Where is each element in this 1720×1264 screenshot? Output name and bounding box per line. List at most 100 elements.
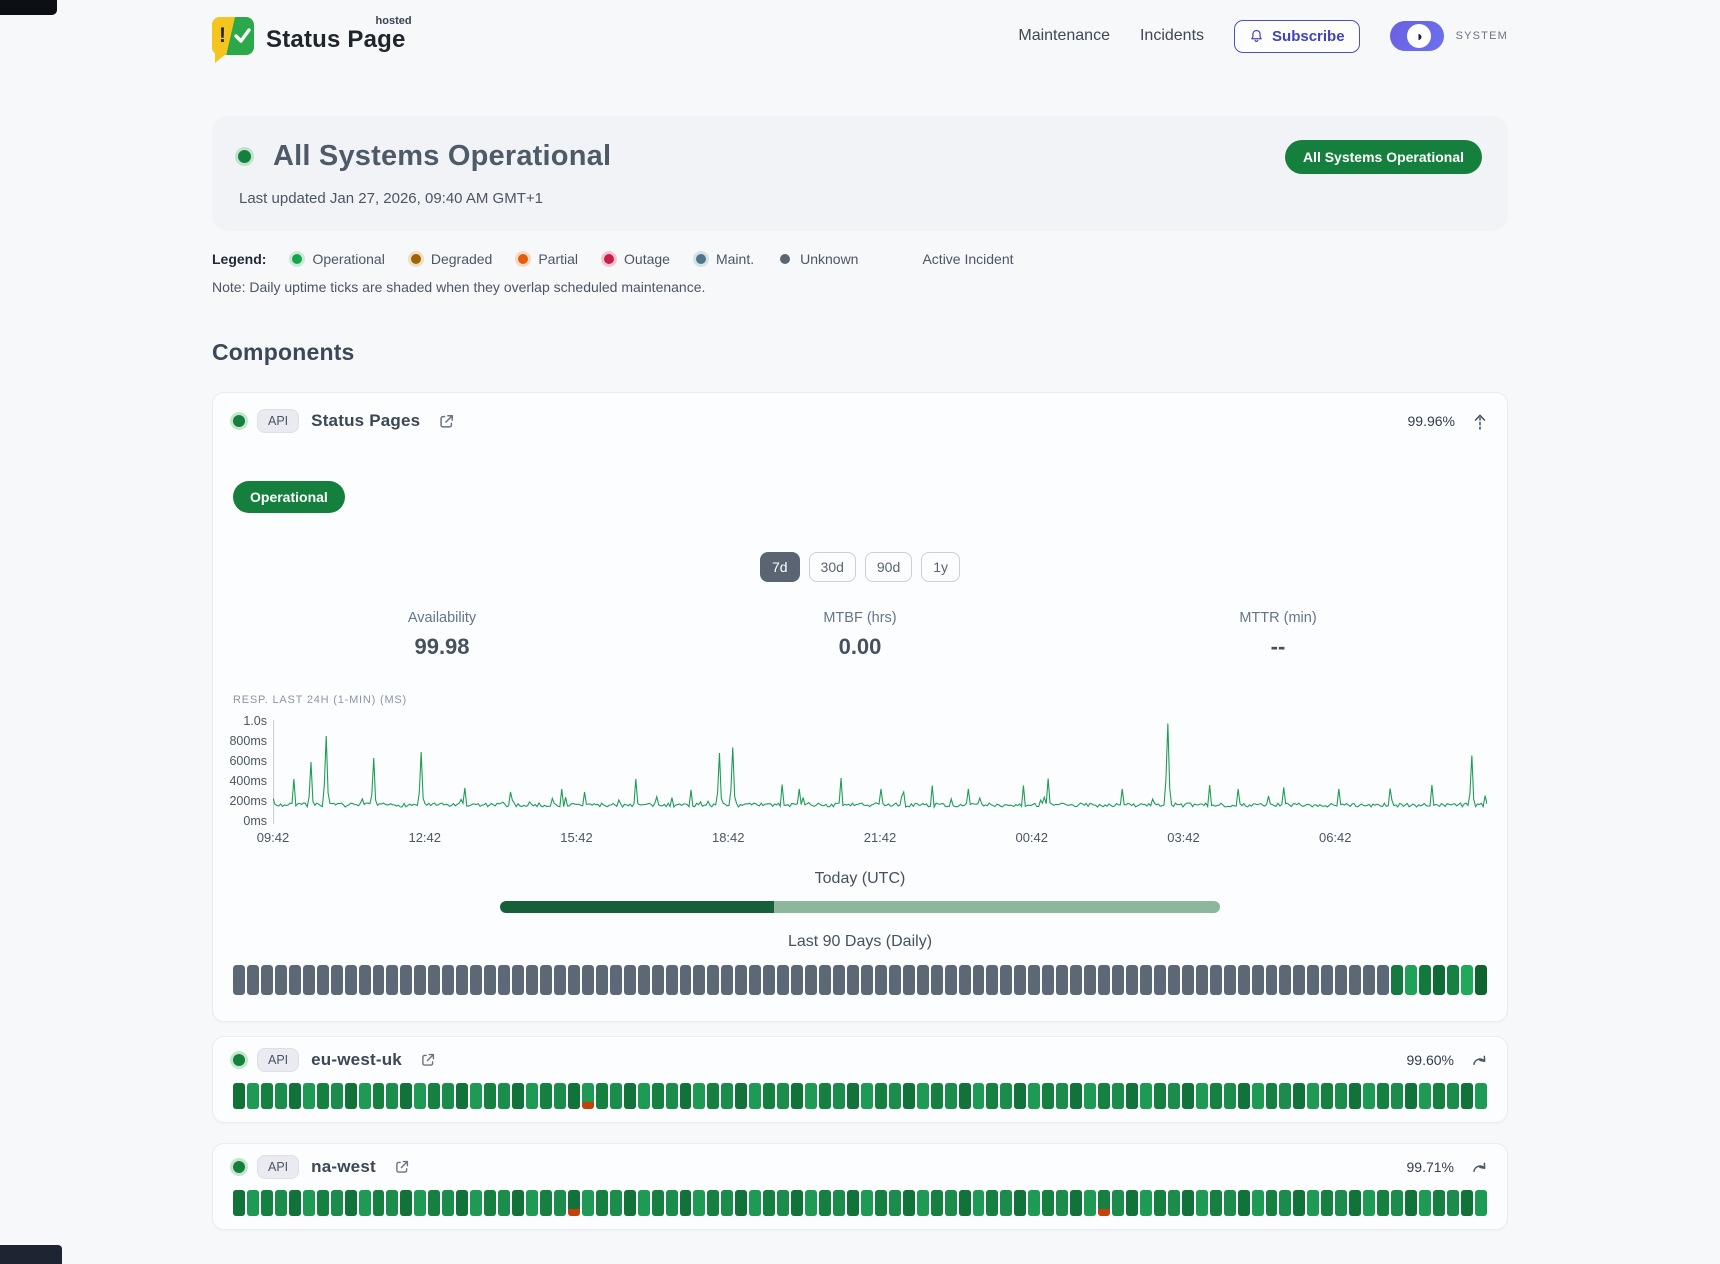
uptime-tick[interactable] xyxy=(428,965,441,995)
uptime-tick[interactable] xyxy=(1349,1083,1362,1109)
uptime-tick[interactable] xyxy=(1070,1190,1083,1216)
uptime-tick[interactable] xyxy=(623,1083,636,1109)
uptime-tick[interactable] xyxy=(1237,965,1250,995)
uptime-tick[interactable] xyxy=(819,965,831,995)
uptime-tick[interactable] xyxy=(1042,1083,1055,1109)
uptime-tick[interactable] xyxy=(1126,965,1138,995)
uptime-tick[interactable] xyxy=(1391,965,1404,995)
uptime-tick[interactable] xyxy=(526,1190,538,1216)
uptime-tick[interactable] xyxy=(1251,1083,1264,1109)
uptime-tick[interactable] xyxy=(386,1190,399,1216)
uptime-tick[interactable] xyxy=(595,1083,608,1109)
uptime-tick[interactable] xyxy=(763,1190,776,1216)
uptime-tick[interactable] xyxy=(470,965,483,995)
uptime-tick[interactable] xyxy=(679,1083,692,1109)
uptime-tick[interactable] xyxy=(665,1083,678,1109)
uptime-tick[interactable] xyxy=(330,1190,343,1216)
nav-link-incidents[interactable]: Incidents xyxy=(1139,27,1205,44)
uptime-tick[interactable] xyxy=(749,965,762,995)
collapse-icon[interactable] xyxy=(1473,413,1487,430)
uptime-tick[interactable] xyxy=(721,1190,734,1216)
uptime-tick[interactable] xyxy=(986,1190,999,1216)
uptime-tick[interactable] xyxy=(707,1190,720,1216)
uptime-tick[interactable] xyxy=(1195,1083,1208,1109)
uptime-tick[interactable] xyxy=(735,965,748,995)
uptime-tick[interactable] xyxy=(288,1083,301,1109)
uptime-tick[interactable] xyxy=(1167,1190,1180,1216)
uptime-tick[interactable] xyxy=(1112,1190,1124,1216)
uptime-tick[interactable] xyxy=(1042,1190,1055,1216)
uptime-tick[interactable] xyxy=(860,1190,873,1216)
uptime-tick[interactable] xyxy=(1349,1190,1362,1216)
uptime-tick[interactable] xyxy=(735,1083,748,1109)
uptime-tick[interactable] xyxy=(1321,1083,1334,1109)
uptime-tick[interactable] xyxy=(428,1083,441,1109)
expand-icon[interactable] xyxy=(1472,1161,1487,1173)
uptime-tick[interactable] xyxy=(512,1190,525,1216)
uptime-tick[interactable] xyxy=(1014,1190,1027,1216)
uptime-tick[interactable] xyxy=(916,1190,929,1216)
uptime-tick[interactable] xyxy=(1279,1083,1292,1109)
uptime-tick[interactable] xyxy=(763,965,776,995)
uptime-tick[interactable] xyxy=(498,1190,511,1216)
uptime-tick[interactable] xyxy=(888,1190,901,1216)
uptime-tick[interactable] xyxy=(637,965,650,995)
uptime-tick[interactable] xyxy=(428,1190,441,1216)
uptime-tick[interactable] xyxy=(1251,965,1264,995)
uptime-tick[interactable] xyxy=(944,1083,957,1109)
uptime-tick[interactable] xyxy=(791,1190,804,1216)
component-header-status-pages[interactable]: API Status Pages 99.96% xyxy=(233,409,1487,433)
uptime-tick[interactable] xyxy=(567,1083,580,1109)
uptime-tick[interactable] xyxy=(595,965,608,995)
uptime-tick[interactable] xyxy=(693,965,706,995)
uptime-tick[interactable] xyxy=(1307,1083,1320,1109)
uptime-tick[interactable] xyxy=(1056,1083,1069,1109)
theme-toggle[interactable]: ◑ xyxy=(1389,21,1444,51)
uptime-tick[interactable] xyxy=(1363,965,1376,995)
uptime-tick[interactable] xyxy=(344,1083,357,1109)
uptime-tick[interactable] xyxy=(1474,1190,1487,1216)
uptime-tick[interactable] xyxy=(874,1190,887,1216)
uptime-tick[interactable] xyxy=(1377,1190,1390,1216)
uptime-tick[interactable] xyxy=(637,1083,650,1109)
chart-plot-area[interactable] xyxy=(273,720,1487,824)
uptime-tick[interactable] xyxy=(819,1083,831,1109)
external-link-icon[interactable] xyxy=(420,1052,436,1068)
uptime-tick[interactable] xyxy=(1321,965,1334,995)
uptime-tick[interactable] xyxy=(1405,965,1418,995)
uptime-tick[interactable] xyxy=(986,1083,999,1109)
uptime-tick[interactable] xyxy=(1265,965,1278,995)
uptime-tick[interactable] xyxy=(498,1083,511,1109)
uptime-tick[interactable] xyxy=(1460,965,1473,995)
uptime-tick[interactable] xyxy=(1460,1083,1473,1109)
uptime-tick[interactable] xyxy=(846,1083,859,1109)
uptime-tick[interactable] xyxy=(1377,965,1390,995)
uptime-tick[interactable] xyxy=(846,965,859,995)
uptime-tick[interactable] xyxy=(1070,965,1083,995)
component-header-na-west[interactable]: API na-west 99.71% xyxy=(233,1155,1487,1179)
uptime-tick[interactable] xyxy=(637,1190,650,1216)
uptime-tick[interactable] xyxy=(1293,965,1306,995)
uptime-tick[interactable] xyxy=(832,1083,845,1109)
uptime-tick[interactable] xyxy=(1028,965,1041,995)
uptime-tick[interactable] xyxy=(484,965,497,995)
uptime-tick[interactable] xyxy=(358,1083,371,1109)
uptime-tick[interactable] xyxy=(1432,1083,1445,1109)
uptime-tick[interactable] xyxy=(693,1190,706,1216)
uptime-tick[interactable] xyxy=(791,965,804,995)
uptime-tick[interactable] xyxy=(553,1190,566,1216)
uptime-tick[interactable] xyxy=(1139,1190,1152,1216)
uptime-tick[interactable] xyxy=(1405,1083,1418,1109)
uptime-tick[interactable] xyxy=(1084,1083,1097,1109)
uptime-tick[interactable] xyxy=(1474,1083,1487,1109)
uptime-tick[interactable] xyxy=(316,965,329,995)
uptime-tick[interactable] xyxy=(1432,965,1445,995)
uptime-tick[interactable] xyxy=(233,1190,245,1216)
uptime-tick[interactable] xyxy=(832,1190,845,1216)
uptime-tick[interactable] xyxy=(1307,965,1320,995)
uptime-tick[interactable] xyxy=(1223,1083,1236,1109)
uptime-tick[interactable] xyxy=(1098,965,1111,995)
uptime-tick[interactable] xyxy=(902,1083,915,1109)
uptime-tick[interactable] xyxy=(1070,1083,1083,1109)
uptime-tick[interactable] xyxy=(246,1083,259,1109)
